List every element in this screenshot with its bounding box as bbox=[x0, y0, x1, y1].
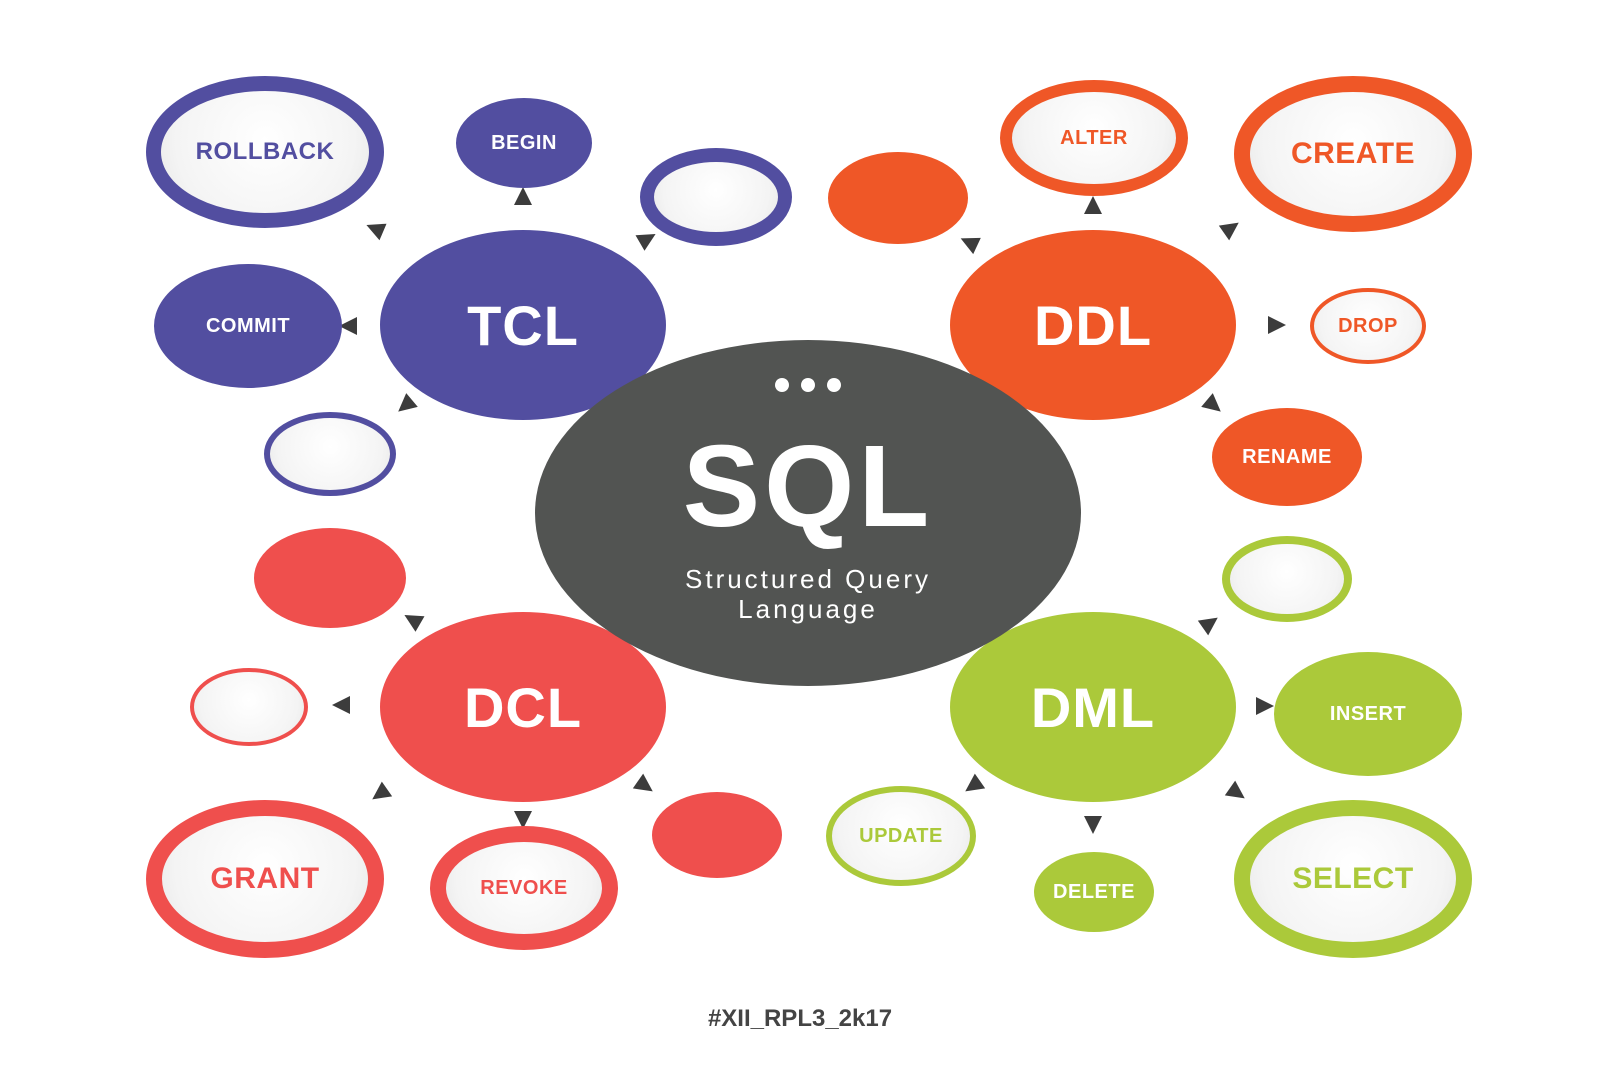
dcl-dot-bottom bbox=[652, 792, 782, 878]
drop-node: DROP bbox=[1310, 288, 1426, 364]
arrow-tcl-commit bbox=[339, 317, 357, 335]
alter-node: ALTER bbox=[1000, 80, 1188, 196]
ellipsis-icon bbox=[535, 378, 1081, 397]
arrow-ddl-alter bbox=[1084, 196, 1102, 214]
arrow-dcl-ring bbox=[332, 696, 350, 714]
arrow-ddl-create bbox=[1218, 222, 1239, 241]
grant-label: GRANT bbox=[210, 862, 320, 895]
arrow-dml-ring bbox=[1197, 617, 1218, 636]
dml-node: DML bbox=[950, 612, 1236, 802]
sql-title: SQL bbox=[682, 421, 934, 551]
select-label: SELECT bbox=[1292, 862, 1414, 895]
begin-node: BEGIN bbox=[456, 98, 592, 188]
create-label: CREATE bbox=[1290, 137, 1416, 170]
update-label: UPDATE bbox=[859, 824, 943, 847]
arrow-dml-insert bbox=[1256, 697, 1274, 715]
select-node: SELECT bbox=[1234, 800, 1472, 958]
arrow-dml-delete bbox=[1084, 816, 1102, 834]
arrow-ddl-rename bbox=[1201, 393, 1221, 412]
revoke-label: REVOKE bbox=[480, 876, 568, 899]
dcl-empty-ring bbox=[190, 668, 308, 746]
rename-node: RENAME bbox=[1212, 408, 1362, 506]
arrow-tcl-rollback bbox=[366, 223, 387, 241]
arrow-tcl-ring bbox=[635, 234, 656, 251]
arrow-dml-select bbox=[1224, 780, 1245, 799]
ddl-dot bbox=[828, 152, 968, 244]
dml-label: DML bbox=[1030, 675, 1156, 739]
commit-label: COMMIT bbox=[205, 314, 291, 337]
commit-node: COMMIT bbox=[154, 264, 342, 388]
arrow-dcl-revoke bbox=[514, 811, 532, 829]
insert-label: INSERT bbox=[1329, 702, 1407, 725]
tcl-empty-ring-bottom bbox=[264, 412, 396, 496]
begin-label: BEGIN bbox=[491, 131, 557, 154]
delete-node: DELETE bbox=[1034, 852, 1154, 932]
dcl-label: DCL bbox=[463, 675, 583, 739]
arrow-tcl-begin bbox=[514, 187, 532, 205]
arrow-dcl-dot-bottom bbox=[632, 773, 653, 792]
dcl-dot-top bbox=[254, 528, 406, 628]
sql-center-node: SQL Structured Query Language bbox=[535, 340, 1081, 686]
footer-hashtag: #XII_RPL3_2k17 bbox=[707, 1005, 893, 1032]
sql-subtitle: Structured Query Language bbox=[535, 564, 1081, 624]
sql-subtitle-line2: Language bbox=[738, 594, 878, 624]
rollback-node: ROLLBACK bbox=[146, 76, 384, 228]
sql-subtitle-line1: Structured Query bbox=[685, 564, 931, 594]
arrow-ddl-drop bbox=[1268, 316, 1286, 334]
tcl-empty-ring-top bbox=[640, 148, 792, 246]
dml-empty-ring bbox=[1222, 536, 1352, 622]
update-node: UPDATE bbox=[826, 786, 976, 886]
delete-label: DELETE bbox=[1053, 880, 1135, 903]
arrow-dml-update bbox=[965, 773, 986, 792]
arrow-dcl-grant bbox=[372, 781, 393, 800]
create-node: CREATE bbox=[1234, 76, 1472, 232]
arrow-ddl-dot bbox=[960, 237, 981, 255]
revoke-node: REVOKE bbox=[430, 826, 618, 950]
rename-label: RENAME bbox=[1242, 445, 1332, 468]
drop-label: DROP bbox=[1338, 314, 1398, 337]
insert-node: INSERT bbox=[1274, 652, 1462, 776]
alter-label: ALTER bbox=[1060, 126, 1128, 149]
dcl-node: DCL bbox=[380, 612, 666, 802]
tcl-label: TCL bbox=[467, 293, 579, 357]
grant-node: GRANT bbox=[146, 800, 384, 958]
rollback-label: ROLLBACK bbox=[195, 138, 335, 165]
arrow-tcl-ring-bottom bbox=[398, 393, 418, 412]
arrow-dcl-dot bbox=[404, 615, 425, 632]
ddl-label: DDL bbox=[1033, 293, 1153, 357]
